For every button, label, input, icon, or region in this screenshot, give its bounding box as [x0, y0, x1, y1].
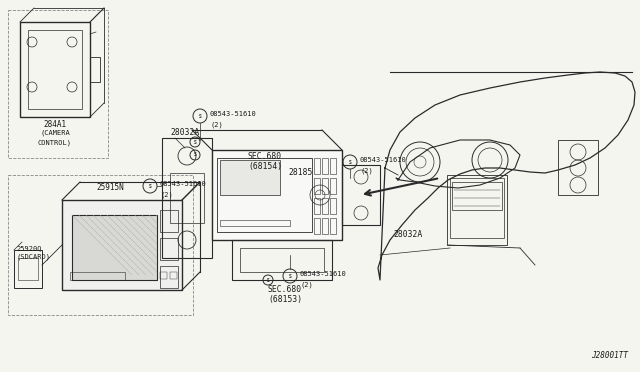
Text: (68154): (68154)	[248, 162, 282, 171]
Bar	[450, 178, 504, 238]
Bar	[8, 175, 193, 315]
Bar	[452, 182, 502, 210]
Bar	[170, 173, 204, 223]
Text: (2): (2)	[160, 191, 173, 198]
Bar	[220, 220, 290, 226]
Bar	[322, 218, 328, 234]
Text: 28032A: 28032A	[170, 128, 199, 137]
Text: S: S	[349, 160, 351, 164]
Text: S: S	[193, 153, 196, 157]
Text: 08543-51610: 08543-51610	[210, 111, 257, 117]
Bar	[330, 218, 336, 234]
Bar	[18, 258, 38, 280]
Bar	[212, 150, 342, 240]
Text: 28185: 28185	[288, 168, 312, 177]
Text: 08543-51610: 08543-51610	[360, 157, 407, 163]
Bar	[558, 140, 598, 195]
Bar	[72, 215, 157, 280]
Bar	[20, 22, 90, 117]
Text: (2): (2)	[360, 167, 372, 173]
Bar	[322, 178, 328, 194]
Text: S: S	[198, 113, 202, 119]
Text: 08543-51610: 08543-51610	[160, 181, 207, 187]
Bar	[322, 158, 328, 174]
Bar	[314, 218, 320, 234]
Text: (2): (2)	[210, 121, 223, 128]
Bar	[330, 158, 336, 174]
Bar	[14, 250, 42, 288]
Text: (68153): (68153)	[268, 295, 302, 304]
Text: 08543-51610: 08543-51610	[300, 271, 347, 277]
Bar	[160, 238, 178, 260]
Text: SEC.680: SEC.680	[248, 152, 282, 161]
Bar	[314, 158, 320, 174]
Text: 284A1: 284A1	[44, 120, 67, 129]
Text: (SDCARD): (SDCARD)	[16, 254, 50, 260]
Bar	[160, 210, 178, 232]
Text: SEC.680: SEC.680	[268, 285, 302, 294]
Bar	[330, 198, 336, 214]
Text: (CAMERA: (CAMERA	[40, 130, 70, 137]
Text: S: S	[267, 278, 269, 282]
Bar	[90, 57, 100, 82]
Bar	[232, 240, 332, 280]
Bar	[62, 200, 182, 290]
Bar	[8, 10, 108, 158]
Bar	[160, 266, 178, 288]
Bar	[70, 272, 125, 280]
Bar	[314, 198, 320, 214]
Text: J28001TT: J28001TT	[591, 351, 628, 360]
Bar	[447, 175, 507, 245]
Bar	[322, 198, 328, 214]
Text: S: S	[193, 140, 196, 144]
Bar	[314, 178, 320, 194]
Bar	[342, 165, 380, 225]
Bar	[160, 272, 167, 279]
Text: S: S	[148, 183, 152, 189]
Bar	[162, 138, 212, 258]
Bar	[217, 158, 312, 232]
Bar	[170, 272, 177, 279]
Text: S: S	[289, 273, 291, 279]
Text: 25920Q: 25920Q	[16, 245, 42, 251]
Bar	[28, 30, 82, 109]
Bar	[240, 248, 324, 272]
Bar	[330, 178, 336, 194]
Bar	[220, 160, 280, 195]
Text: 28032A: 28032A	[393, 230, 422, 239]
Text: CONTROL): CONTROL)	[38, 140, 72, 147]
Text: (2): (2)	[300, 281, 313, 288]
Text: 25915N: 25915N	[96, 183, 124, 192]
